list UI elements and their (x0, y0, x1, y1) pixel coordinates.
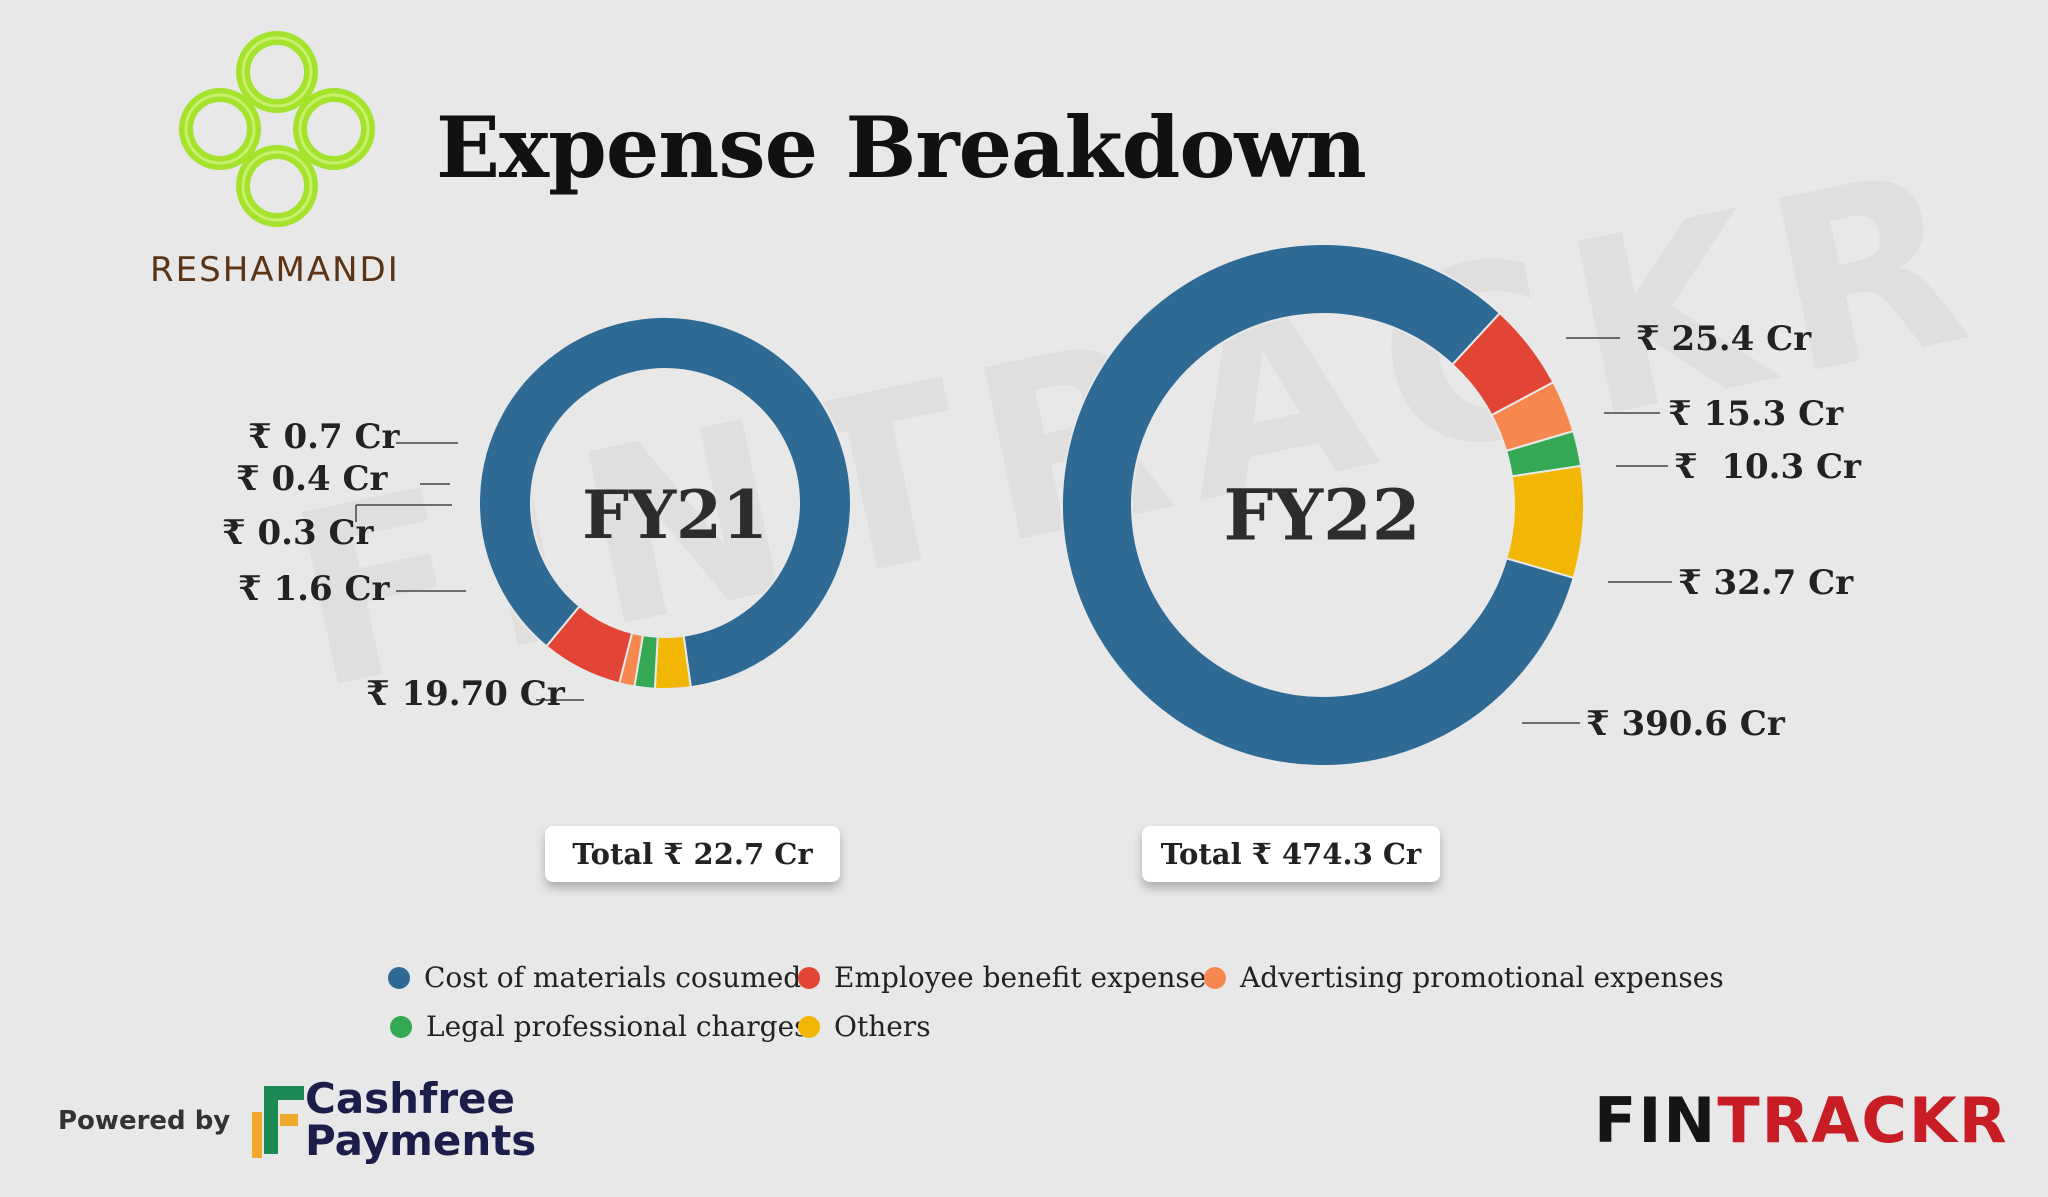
legend-dot (390, 1015, 412, 1038)
fy22-materials-label: ₹ 390.6 Cr (1586, 704, 1785, 744)
legend-label: Cost of materials cosumed (424, 961, 802, 994)
legend-item-advertising: Advertising promotional expenses (1204, 961, 1724, 994)
fy22-advertising-label: ₹ 15.3 Cr (1668, 394, 1844, 434)
reshamandi-logo-icon (179, 31, 375, 227)
fy22-center-label: FY22 (1223, 473, 1421, 557)
cashfree-logo-icon (252, 1086, 304, 1158)
legend-item-legal: Legal professional charges (390, 1010, 809, 1043)
fy21-slice-materials (478, 316, 852, 689)
fy21-materials-label: ₹ 19.70 Cr (366, 674, 565, 714)
legend-dot (798, 966, 820, 989)
fy21-employee-label: ₹ 1.6 Cr (238, 569, 390, 609)
fy22-total: Total ₹ 474.3 Cr (1142, 826, 1440, 882)
fy21-center-label: FY21 (582, 476, 768, 554)
fy21-total: Total ₹ 22.7 Cr (545, 826, 840, 882)
fintrackr-logo: FINTRACKR (1594, 1084, 2009, 1157)
cashfree-wordmark: Cashfree Payments (305, 1078, 536, 1162)
fintrackr-trackr: TRACKR (1717, 1084, 2009, 1157)
fy21-advertising-label: ₹ 0.3 Cr (222, 513, 374, 553)
legend-item-materials: Cost of materials cosumed (388, 961, 801, 994)
legend-item-others: Others (798, 1010, 931, 1043)
fy21-slice-employee (545, 604, 634, 685)
legend-dot (1204, 966, 1226, 989)
legend-dot (798, 1015, 820, 1038)
fy22-slice-materials (1061, 243, 1575, 767)
legend-label: Employee benefit expense (834, 961, 1207, 994)
powered-by-label: Powered by (58, 1106, 231, 1136)
fintrackr-fin: FIN (1594, 1084, 1718, 1157)
brand-name: RESHAMANDI (150, 250, 400, 290)
fy21-legal-label: ₹ 0.4 Cr (236, 459, 388, 499)
fy21-slice-others (653, 634, 692, 690)
fy21-others-label: ₹ 0.7 Cr (248, 417, 400, 457)
page-title: Expense Breakdown (436, 98, 1367, 197)
cashfree-line1: Cashfree (305, 1074, 516, 1123)
legend-dot (388, 966, 410, 989)
fy22-employee-label: ₹ 25.4 Cr (1636, 319, 1812, 359)
fy22-legal-label: ₹ 10.3 Cr (1674, 447, 1861, 487)
cashfree-line2: Payments (305, 1116, 537, 1165)
legend-item-employee: Employee benefit expense (798, 961, 1206, 994)
fy22-slice-others (1505, 464, 1585, 580)
legend-label: Others (834, 1010, 931, 1043)
fy22-others-label: ₹ 32.7 Cr (1678, 563, 1854, 603)
legend-label: Advertising promotional expenses (1240, 961, 1724, 994)
legend-label: Legal professional charges (426, 1010, 809, 1043)
